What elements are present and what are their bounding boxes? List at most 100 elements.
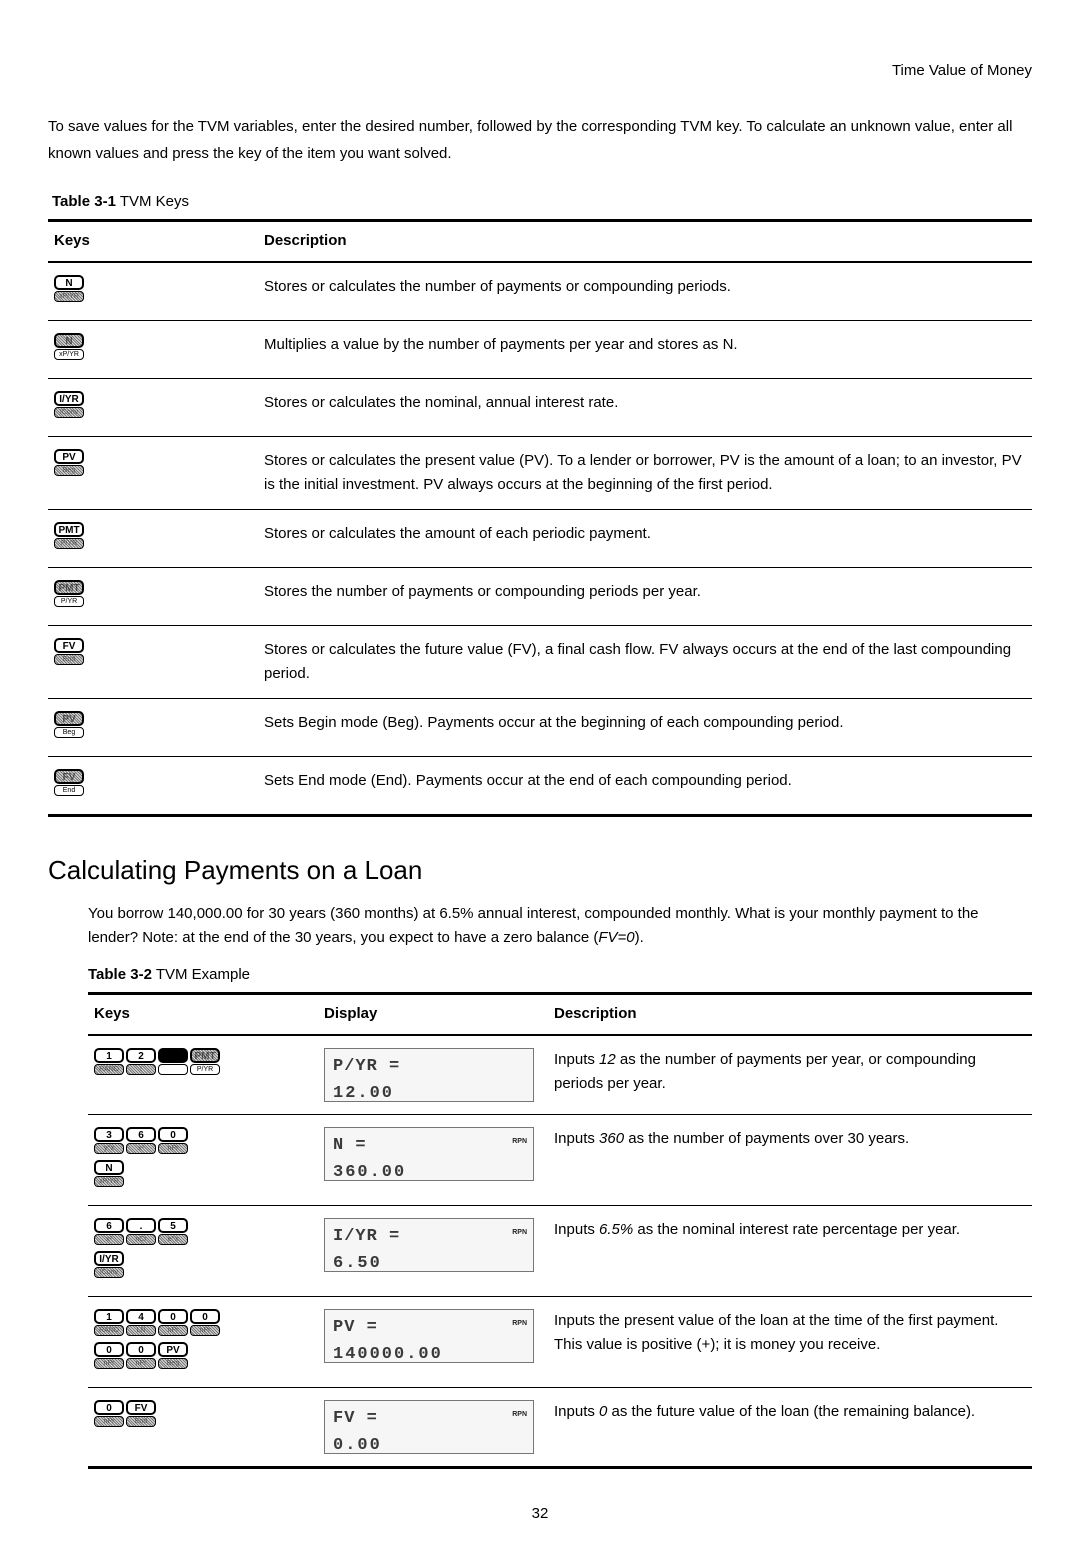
description-cell: Stores or calculates the future value (F… (258, 625, 1032, 698)
calculator-key: PVBeg (54, 449, 84, 476)
description-cell: Inputs 0 as the future value of the loan… (548, 1387, 1032, 1467)
table-row: 0nPrFVEndFV =0.00RPNInputs 0 as the futu… (88, 1387, 1032, 1467)
calculator-key: 0nPr (94, 1400, 124, 1427)
table-row: NxP/YR Stores or calculates the number of… (48, 262, 1032, 321)
doc-title: Time Value of Money (48, 60, 1032, 83)
table2-header-display: Display (318, 994, 548, 1035)
description-cell: Stores or calculates the amount of each … (258, 509, 1032, 567)
calculator-key: PMTP/YR (54, 580, 84, 607)
calculator-key: FVEnd (126, 1400, 156, 1427)
calculator-key: 5e^x (158, 1218, 188, 1245)
table2-caption: Table 3-2 TVM Example (48, 964, 1032, 987)
lcd-display: I/YR =6.50RPN (324, 1218, 534, 1272)
key-cell: PVBeg (48, 698, 258, 756)
table2-caption-bold: Table 3-2 (88, 966, 152, 983)
display-cell: N =360.00RPN (318, 1114, 548, 1205)
lcd-display: N =360.00RPN (324, 1127, 534, 1181)
calculator-key: 0nPr (158, 1127, 188, 1154)
intro-paragraph: To save values for the TVM variables, en… (48, 113, 1032, 167)
calculator-key: .nCr (126, 1218, 156, 1245)
calculator-key: PMTP/YR (190, 1048, 220, 1075)
table-row: PMTP/YR Stores the number of payments or … (48, 567, 1032, 625)
calculator-key: FVEnd (54, 769, 84, 796)
table2-header-desc: Description (548, 994, 1032, 1035)
table-row: 1RAND4LN0nPr0nPr0nPr0nPrPVBegPV =140000.… (88, 1296, 1032, 1387)
display-cell: I/YR =6.50RPN (318, 1205, 548, 1296)
key-cell: PMTP/YR (48, 567, 258, 625)
calculator-key: PMTP/YR (54, 522, 84, 549)
description-cell: Inputs 6.5% as the nominal interest rate… (548, 1205, 1032, 1296)
table1-header-keys: Keys (48, 221, 258, 262)
key-cell: PVBeg (48, 436, 258, 509)
table1-caption-rest: TVM Keys (116, 193, 189, 210)
display-cell: PV =140000.00RPN (318, 1296, 548, 1387)
key-cell: 6x².nCr5e^x I/YRIConv (88, 1205, 318, 1296)
key-cell: PMTP/YR (48, 509, 258, 567)
calculator-key: 1RAND (94, 1309, 124, 1336)
key-cell: FVEnd (48, 756, 258, 815)
key-cell: 3y^x6x²0nPr NxP/YR (88, 1114, 318, 1205)
description-cell: Inputs the present value of the loan at … (548, 1296, 1032, 1387)
table2-caption-rest: TVM Example (152, 966, 250, 983)
table-row: 3y^x6x²0nPr NxP/YR N =360.00RPN Inputs 360 … (88, 1114, 1032, 1205)
tvm-keys-table: Keys Description NxP/YR Stores or calcula… (48, 219, 1032, 817)
tvm-example-table: Keys Display Description 1RAND2!PMTP/YRP… (88, 992, 1032, 1469)
calculator-key: 4LN (126, 1309, 156, 1336)
table-row: PVBeg Sets Begin mode (Beg). Payments occ… (48, 698, 1032, 756)
description-cell: Inputs 360 as the number of payments ove… (548, 1114, 1032, 1205)
description-cell: Stores or calculates the number of payme… (258, 262, 1032, 321)
table-row: NxP/YR Multiplies a value by the number o… (48, 320, 1032, 378)
description-cell: Stores the number of payments or compoun… (258, 567, 1032, 625)
description-cell: Stores or calculates the nominal, annual… (258, 378, 1032, 436)
page-number: 32 (48, 1503, 1032, 1526)
calculator-key: PVBeg (54, 711, 84, 738)
table-row: 1RAND2! PMTP/YR P/YR =12.00 Inputs 12 as th… (88, 1035, 1032, 1115)
calculator-key: PVBeg (158, 1342, 188, 1369)
lcd-display: PV =140000.00RPN (324, 1309, 534, 1363)
key-cell: 1RAND4LN0nPr0nPr0nPr0nPrPVBeg (88, 1296, 318, 1387)
key-cell: 1RAND2! PMTP/YR (88, 1035, 318, 1115)
lcd-display: P/YR =12.00 (324, 1048, 534, 1102)
description-cell: Inputs 12 as the number of payments per … (548, 1035, 1032, 1115)
table1-header-desc: Description (258, 221, 1032, 262)
calculator-key: NxP/YR (94, 1160, 124, 1187)
key-cell: I/YRIConv (48, 378, 258, 436)
description-cell: Stores or calculates the present value (… (258, 436, 1032, 509)
key-cell: 0nPrFVEnd (88, 1387, 318, 1467)
calculator-key: I/YRIConv (94, 1251, 124, 1278)
key-cell: NxP/YR (48, 262, 258, 321)
calculator-key: 6x² (126, 1127, 156, 1154)
table-row: PMTP/YR Stores or calculates the amount o… (48, 509, 1032, 567)
description-cell: Multiplies a value by the number of paym… (258, 320, 1032, 378)
table-row: PVBeg Stores or calculates the present va… (48, 436, 1032, 509)
calculator-key: 0nPr (94, 1342, 124, 1369)
table-row: FVEnd Stores or calculates the future val… (48, 625, 1032, 698)
key-cell: NxP/YR (48, 320, 258, 378)
calculator-key: 6x² (94, 1218, 124, 1245)
calculator-key: 2! (126, 1048, 156, 1075)
table2-header-keys: Keys (88, 994, 318, 1035)
calculator-key: I/YRIConv (54, 391, 84, 418)
table1-caption: Table 3-1 TVM Keys (48, 191, 1032, 214)
table1-caption-bold: Table 3-1 (52, 193, 116, 210)
table-row: 6x².nCr5e^x I/YRIConv I/YR =6.50RPN Inputs … (88, 1205, 1032, 1296)
calculator-key: 0nPr (190, 1309, 220, 1336)
calculator-key: FVEnd (54, 638, 84, 665)
section-heading: Calculating Payments on a Loan (48, 851, 1032, 890)
description-cell: Sets End mode (End). Payments occur at t… (258, 756, 1032, 815)
display-cell: FV =0.00RPN (318, 1387, 548, 1467)
lcd-display: FV =0.00RPN (324, 1400, 534, 1454)
calculator-key: NxP/YR (54, 275, 84, 302)
calculator-key: 0nPr (126, 1342, 156, 1369)
calculator-key: 3y^x (94, 1127, 124, 1154)
calculator-key: NxP/YR (54, 333, 84, 360)
table-row: I/YRIConv Stores or calculates the nomina… (48, 378, 1032, 436)
description-cell: Sets Begin mode (Beg). Payments occur at… (258, 698, 1032, 756)
display-cell: P/YR =12.00 (318, 1035, 548, 1115)
key-cell: FVEnd (48, 625, 258, 698)
section-paragraph: You borrow 140,000.00 for 30 years (360 … (48, 902, 1032, 950)
calculator-key: 1RAND (94, 1048, 124, 1075)
calculator-key: 0nPr (158, 1309, 188, 1336)
calculator-key (158, 1048, 188, 1075)
table-row: FVEnd Sets End mode (End). Payments occur… (48, 756, 1032, 815)
